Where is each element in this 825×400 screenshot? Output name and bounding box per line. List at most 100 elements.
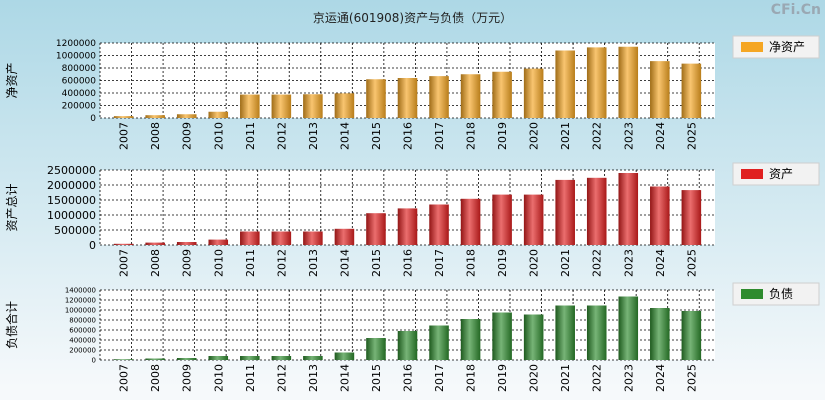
x-tick-label: 2011 [244, 249, 257, 277]
x-tick-label: 2011 [244, 122, 257, 150]
bar-2008 [145, 242, 165, 245]
y-tick-label: 400000 [69, 336, 96, 344]
bar-2016 [397, 208, 418, 245]
bar-2017 [429, 76, 449, 118]
x-tick-label: 2009 [181, 364, 194, 392]
x-tick-label: 2008 [149, 364, 162, 392]
x-tick-label: 2010 [212, 122, 225, 150]
x-tick-label: 2025 [685, 122, 698, 150]
x-tick-label: 2009 [181, 249, 194, 277]
x-tick-label: 2013 [307, 249, 320, 277]
bar-2008 [145, 115, 165, 118]
bar-2014 [334, 352, 355, 360]
x-tick-label: 2016 [402, 249, 415, 277]
bar-2024 [650, 308, 670, 360]
bar-2019 [492, 312, 512, 360]
bar-2015 [366, 213, 386, 245]
x-tick-label: 2013 [307, 122, 320, 150]
x-tick-label: 2012 [275, 249, 288, 277]
bar-2024 [650, 186, 670, 245]
y-tick-label: 1400000 [65, 286, 96, 294]
bar-2007 [113, 243, 134, 245]
x-tick-label: 2007 [118, 364, 131, 392]
bar-2018 [460, 74, 481, 118]
legend-swatch [741, 169, 763, 179]
bar-2009 [176, 242, 197, 245]
y-tick-label: 1500000 [47, 194, 96, 207]
x-tick-label: 2018 [465, 364, 478, 392]
legend-label: 负债 [769, 287, 793, 301]
y-tick-label: 1200000 [65, 296, 96, 304]
legend-label: 资产 [769, 167, 793, 181]
x-tick-label: 2019 [496, 249, 509, 277]
y-tick-label: 400000 [62, 89, 97, 99]
bar-2013 [303, 94, 323, 118]
x-tick-label: 2022 [591, 364, 604, 392]
bar-2019 [492, 71, 512, 118]
x-tick-label: 2021 [559, 122, 572, 150]
bar-2025 [681, 311, 702, 360]
x-tick-label: 2010 [212, 249, 225, 277]
bar-2011 [240, 94, 260, 118]
bar-2018 [460, 319, 481, 360]
y-axis-label: 净资产 [5, 62, 19, 98]
x-tick-label: 2017 [433, 122, 446, 150]
bar-2018 [460, 198, 481, 245]
x-tick-label: 2021 [559, 249, 572, 277]
y-tick-label: 500000 [54, 224, 96, 237]
bar-2020 [523, 314, 544, 360]
x-tick-label: 2019 [496, 122, 509, 150]
bar-2022 [586, 47, 607, 118]
y-tick-label: 1000000 [65, 306, 96, 314]
x-tick-label: 2007 [118, 249, 131, 277]
x-tick-label: 2015 [370, 249, 383, 277]
x-tick-label: 2023 [622, 122, 635, 150]
x-tick-label: 2016 [402, 122, 415, 150]
x-tick-label: 2017 [433, 364, 446, 392]
bar-2011 [240, 231, 260, 245]
x-tick-label: 2016 [402, 364, 415, 392]
x-tick-label: 2023 [622, 249, 635, 277]
bar-2022 [586, 177, 607, 245]
x-tick-label: 2012 [275, 364, 288, 392]
y-tick-label: 600000 [62, 77, 97, 87]
bar-2014 [334, 93, 355, 118]
bar-2025 [681, 190, 702, 245]
y-tick-label: 2000000 [47, 179, 96, 192]
bar-2009 [176, 114, 197, 118]
bar-2021 [555, 50, 575, 118]
bar-2022 [586, 305, 607, 360]
page-title: 京运通(601908)资产与负债（万元） [312, 11, 513, 25]
x-tick-label: 2025 [685, 364, 698, 392]
bar-2012 [271, 94, 292, 118]
bar-2017 [429, 204, 449, 245]
x-tick-label: 2017 [433, 249, 446, 277]
legend-label: 净资产 [769, 40, 805, 54]
x-tick-label: 2011 [244, 364, 257, 392]
y-tick-label: 200000 [62, 102, 97, 112]
bar-2013 [303, 231, 323, 245]
bar-2020 [523, 194, 544, 245]
legend-swatch [741, 289, 763, 299]
bar-2023 [618, 296, 639, 360]
x-tick-label: 2014 [338, 249, 351, 277]
bar-2017 [429, 325, 449, 360]
bar-2012 [271, 356, 292, 360]
x-tick-label: 2018 [465, 249, 478, 277]
bar-2010 [208, 356, 229, 360]
bar-2016 [397, 78, 418, 118]
bar-2012 [271, 231, 292, 245]
y-tick-label: 1000000 [56, 52, 96, 62]
legend-box [732, 35, 820, 59]
x-tick-label: 2013 [307, 364, 320, 392]
x-tick-label: 2007 [118, 122, 131, 150]
bar-2015 [366, 79, 386, 118]
x-tick-label: 2015 [370, 364, 383, 392]
legend-swatch [741, 42, 763, 52]
y-tick-label: 1200000 [56, 39, 96, 49]
y-axis-label: 资产总计 [5, 183, 19, 231]
x-tick-label: 2012 [275, 122, 288, 150]
x-tick-label: 2008 [149, 122, 162, 150]
bar-2021 [555, 179, 575, 245]
